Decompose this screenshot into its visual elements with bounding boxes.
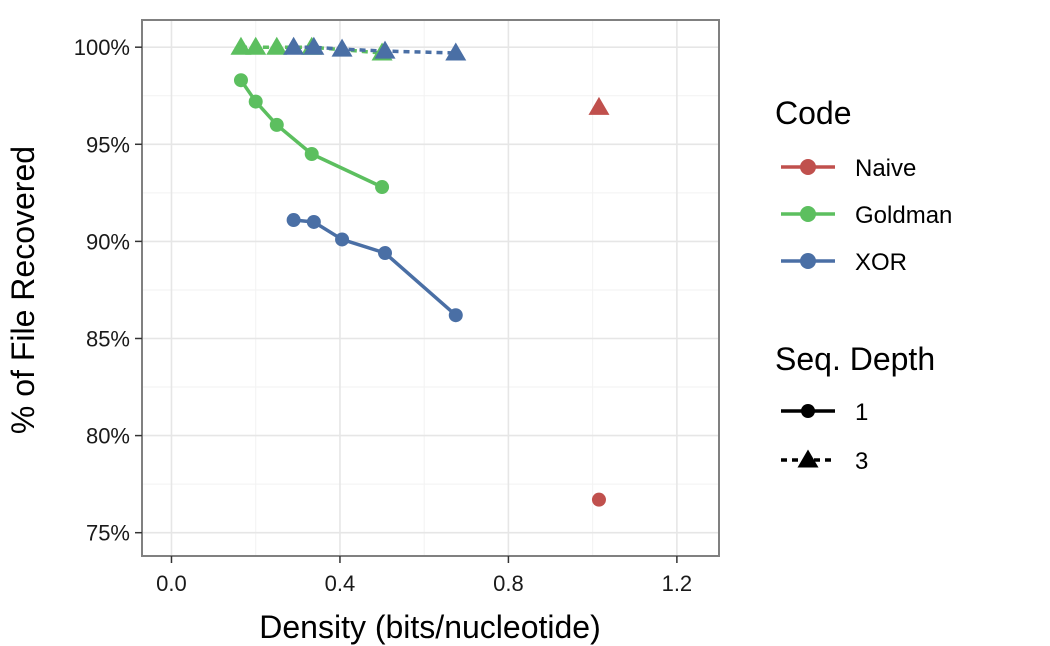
data-point-xor-depth-1 <box>306 214 321 229</box>
series-goldman-depth-1 <box>233 73 390 195</box>
legend-entry-depth-3: 3 <box>781 448 868 475</box>
series-naive-depth-3 <box>588 96 610 115</box>
y-axis: 75% 80% 85% 90% 95% 100% <box>74 35 142 546</box>
legend-entry-xor: XOR <box>781 249 907 276</box>
plot-panel-border <box>141 19 720 557</box>
legend-key-point <box>797 449 819 468</box>
x-tick-label: 0.4 <box>325 571 356 596</box>
data-point-xor-depth-1 <box>286 213 301 228</box>
legend-key-point <box>801 404 815 418</box>
legend-key-point <box>800 159 816 175</box>
data-point-naive-depth-3 <box>588 96 610 115</box>
x-axis: 0.0 0.4 0.8 1.2 <box>156 556 692 596</box>
data-point-goldman-depth-3 <box>245 36 267 55</box>
data-point-goldman-depth-1 <box>304 147 319 161</box>
y-tick-label: 90% <box>86 229 130 254</box>
data-point-xor-depth-3 <box>374 40 396 59</box>
x-tick-label: 1.2 <box>662 571 693 596</box>
data-point-xor-depth-1 <box>448 308 463 323</box>
data-point-xor-depth-1 <box>335 232 350 247</box>
data-point-goldman-depth-1 <box>375 180 390 195</box>
legend-entry-naive: Naive <box>781 155 916 182</box>
legend-depth-entries: 13 <box>781 399 868 475</box>
data-point-xor-depth-3 <box>303 36 325 55</box>
legend-key-point <box>800 253 816 269</box>
data-point-naive-depth-1 <box>591 492 606 507</box>
grid <box>142 20 719 556</box>
series-layer <box>230 36 610 507</box>
y-tick-label: 95% <box>86 132 130 157</box>
legend-label: XOR <box>855 249 907 276</box>
plot-panel <box>142 20 719 556</box>
y-axis-title: % of File Recovered <box>5 146 41 434</box>
series-xor-depth-1 <box>286 213 463 323</box>
legend-title-code: Code <box>775 95 852 131</box>
legend-label: 3 <box>855 448 868 475</box>
data-point-xor-depth-3 <box>445 42 467 61</box>
data-point-goldman-depth-1 <box>269 117 284 132</box>
y-tick-label: 100% <box>74 35 130 60</box>
y-tick-label: 75% <box>86 521 130 546</box>
data-point-goldman-depth-1 <box>248 94 263 109</box>
data-point-goldman-depth-1 <box>233 73 248 88</box>
data-point-goldman-depth-3 <box>230 36 252 55</box>
legend-title-depth: Seq. Depth <box>775 341 935 377</box>
x-tick-label: 0.0 <box>156 571 187 596</box>
legend-label: 1 <box>855 399 868 426</box>
legend-key-point <box>800 206 816 222</box>
y-tick-label: 85% <box>86 326 130 351</box>
data-point-xor-depth-3 <box>331 38 353 57</box>
y-tick-label: 80% <box>86 424 130 449</box>
legend-entry-goldman: Goldman <box>781 202 952 229</box>
data-point-goldman-depth-3 <box>266 36 288 55</box>
legend-entry-depth-1: 1 <box>781 399 868 426</box>
series-xor-depth-3 <box>283 36 467 61</box>
series-naive-depth-1 <box>591 492 606 507</box>
legend-label: Naive <box>855 155 916 182</box>
legend-code-entries: Naive Goldman XOR <box>781 155 952 276</box>
data-point-xor-depth-1 <box>378 246 393 261</box>
data-point-xor-depth-3 <box>283 36 305 55</box>
x-tick-label: 0.8 <box>493 571 524 596</box>
x-axis-title: Density (bits/nucleotide) <box>259 609 600 645</box>
legend-label: Goldman <box>855 202 952 229</box>
